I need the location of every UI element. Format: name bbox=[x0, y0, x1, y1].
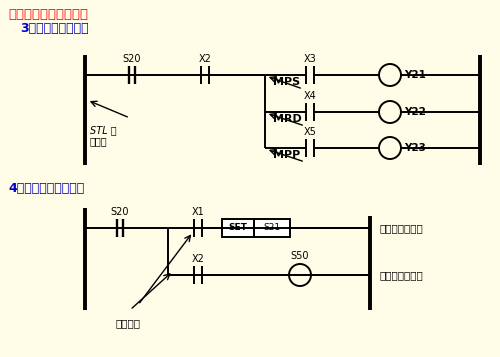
Text: X1: X1 bbox=[192, 207, 204, 217]
Text: MRD: MRD bbox=[273, 114, 302, 124]
Text: X3: X3 bbox=[304, 54, 316, 64]
Text: 步进梯形图和步进指令: 步进梯形图和步进指令 bbox=[8, 8, 88, 21]
Text: 向分离状态转移: 向分离状态转移 bbox=[380, 270, 424, 280]
Text: S20: S20 bbox=[111, 207, 129, 217]
Text: X2: X2 bbox=[198, 54, 211, 64]
Text: 3、栈指令的位置：: 3、栈指令的位置： bbox=[20, 22, 88, 35]
Text: 向下一状态转移: 向下一状态转移 bbox=[380, 223, 424, 233]
Text: S20: S20 bbox=[123, 54, 142, 64]
Text: X5: X5 bbox=[304, 127, 316, 137]
Text: S50: S50 bbox=[291, 251, 309, 261]
Text: Y22: Y22 bbox=[404, 107, 426, 117]
FancyBboxPatch shape bbox=[254, 219, 290, 237]
Text: 4、状态的转移方法：: 4、状态的转移方法： bbox=[8, 182, 84, 195]
Text: MPP: MPP bbox=[273, 150, 300, 160]
Text: SET: SET bbox=[228, 223, 248, 232]
Text: MPS: MPS bbox=[273, 77, 300, 87]
Text: STL 内
的母线: STL 内 的母线 bbox=[90, 125, 117, 147]
FancyBboxPatch shape bbox=[222, 219, 254, 237]
Text: X4: X4 bbox=[304, 91, 316, 101]
Text: Y23: Y23 bbox=[404, 143, 426, 153]
Text: 转移条件: 转移条件 bbox=[115, 318, 140, 328]
Text: X2: X2 bbox=[192, 254, 204, 264]
Text: S21: S21 bbox=[264, 223, 280, 232]
Text: Y21: Y21 bbox=[404, 70, 426, 80]
